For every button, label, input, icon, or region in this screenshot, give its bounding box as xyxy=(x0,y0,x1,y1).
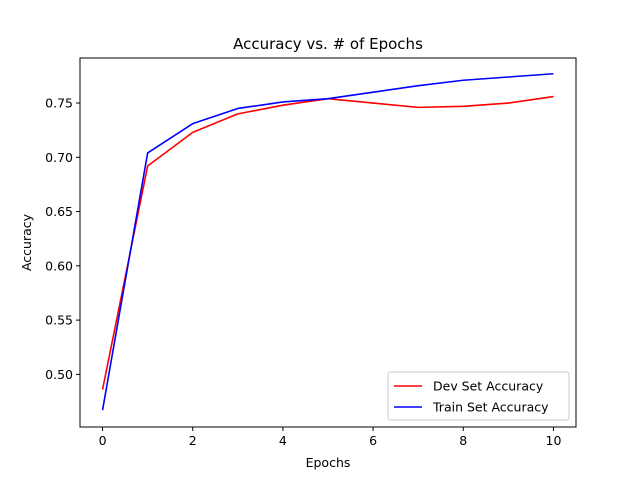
x-axis-ticks: 0 2 4 6 8 10 xyxy=(99,427,562,448)
x-tick-label: 2 xyxy=(189,433,197,448)
x-tick-label: 4 xyxy=(279,433,287,448)
x-tick-label: 8 xyxy=(459,433,467,448)
series-line-1 xyxy=(101,72,554,411)
series-lines xyxy=(101,72,554,411)
y-axis-ticks: 0.50 0.55 0.60 0.65 0.70 0.75 xyxy=(45,96,80,382)
x-tick-label: 6 xyxy=(369,433,377,448)
y-axis-label: Accuracy xyxy=(19,213,34,271)
legend: Dev Set Accuracy Train Set Accuracy xyxy=(387,371,570,421)
y-tick-label: 0.50 xyxy=(45,367,73,382)
legend-label: Train Set Accuracy xyxy=(432,400,549,415)
x-tick-label: 0 xyxy=(99,433,107,448)
y-tick-label: 0.75 xyxy=(45,96,73,111)
chart-title: Accuracy vs. # of Epochs xyxy=(233,35,423,53)
y-tick-label: 0.55 xyxy=(45,313,73,328)
x-axis-label: Epochs xyxy=(306,455,351,470)
legend-box xyxy=(387,371,570,421)
legend-label: Dev Set Accuracy xyxy=(433,379,544,394)
plot-area-background xyxy=(80,58,576,427)
y-tick-label: 0.70 xyxy=(45,150,73,165)
x-tick-label: 10 xyxy=(546,433,562,448)
y-tick-label: 0.65 xyxy=(45,204,73,219)
plot-frame xyxy=(79,57,577,428)
y-tick-label: 0.60 xyxy=(45,258,73,273)
